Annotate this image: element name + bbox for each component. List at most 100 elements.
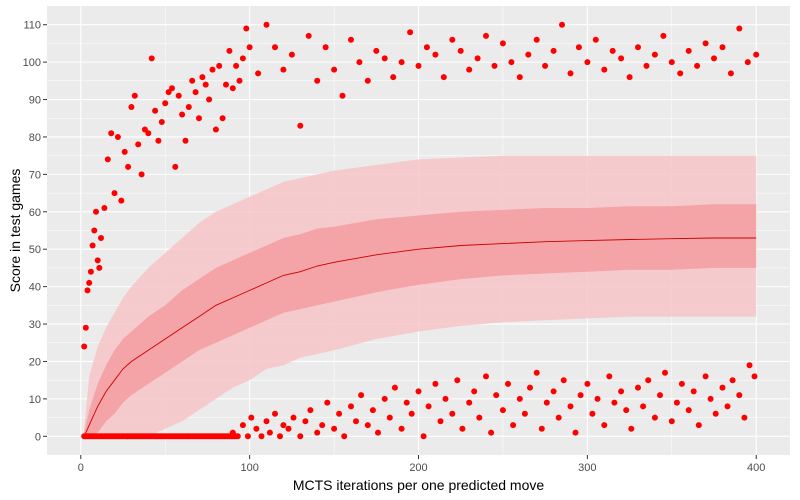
data-point [685,47,692,54]
data-point [516,74,523,81]
data-point [640,403,647,410]
data-point [258,433,265,440]
data-point [89,242,96,249]
y-tick-label: 40 [29,282,41,294]
data-point [162,100,169,107]
data-point [626,74,633,81]
data-point [572,429,579,436]
data-point [651,414,658,421]
data-point [432,380,439,387]
data-point [707,395,714,402]
data-point [678,380,685,387]
data-point [508,59,515,66]
data-point [493,392,500,399]
data-point [369,407,376,414]
data-point [527,384,533,391]
x-tick-label: 100 [240,462,258,474]
data-point [668,59,675,66]
y-tick-label: 80 [29,132,41,144]
data-point [567,70,574,77]
data-point [415,62,422,69]
y-tick-label: 0 [35,431,41,443]
data-point [196,115,202,122]
data-point [339,92,346,99]
data-point [505,380,511,387]
data-point [114,134,121,140]
data-point [407,29,414,36]
data-point [98,235,104,241]
data-point [138,171,145,178]
data-point [677,70,684,77]
data-point [179,111,186,118]
data-point [601,66,608,73]
data-point [93,208,99,215]
data-point [651,51,658,58]
data-point [673,399,680,406]
data-point [305,32,312,39]
data-point [543,399,550,406]
data-point [336,410,343,417]
data-point [483,373,489,380]
data-point [145,130,152,137]
data-point [736,392,743,399]
data-point [635,44,641,51]
data-point [206,96,213,103]
x-axis: 0 100 200 300 400 [78,455,765,474]
data-point [611,399,618,406]
data-point [521,410,528,417]
x-tick-label: 0 [78,462,84,474]
data-point [499,40,506,47]
data-point [584,380,591,387]
data-point [694,62,701,69]
data-point [82,324,89,331]
scatter-points [81,21,760,440]
data-point [457,47,464,54]
data-point [297,433,304,440]
data-point [483,32,489,39]
data-point [324,399,331,406]
data-point [542,62,549,69]
data-point [353,418,359,425]
data-point [381,55,388,62]
data-point [476,414,483,421]
data-point [618,388,625,395]
data-point [192,89,199,96]
data-point [423,44,430,51]
data-point [391,384,398,391]
data-point [101,205,108,211]
data-point [466,66,473,73]
data-point [628,425,635,432]
data-point [516,395,523,402]
data-point [135,141,142,148]
data-point [533,36,540,43]
data-point [594,395,601,402]
data-point [690,388,697,395]
data-point [364,77,371,84]
y-tick-label: 90 [29,95,41,107]
data-point [736,25,743,32]
data-point [577,392,584,399]
data-point [727,70,734,77]
data-point [751,373,758,380]
x-axis-title: MCTS iterations per one predicted move [293,477,545,493]
data-point [243,25,250,32]
data-point [253,425,260,432]
y-tick-label: 70 [29,169,41,181]
data-point [255,70,262,77]
data-point [84,287,91,294]
y-axis-title: Score in test games [7,169,23,293]
data-point [223,81,229,88]
data-point [244,433,251,440]
data-point [618,55,625,62]
data-point [219,115,226,122]
data-point [128,104,135,110]
data-point [375,429,381,436]
data-point [408,410,415,417]
data-point [229,85,236,92]
data-point [94,257,101,264]
data-point [449,410,456,417]
data-point [466,399,473,406]
data-point [148,55,155,62]
data-point [442,395,449,402]
data-point [425,403,432,410]
